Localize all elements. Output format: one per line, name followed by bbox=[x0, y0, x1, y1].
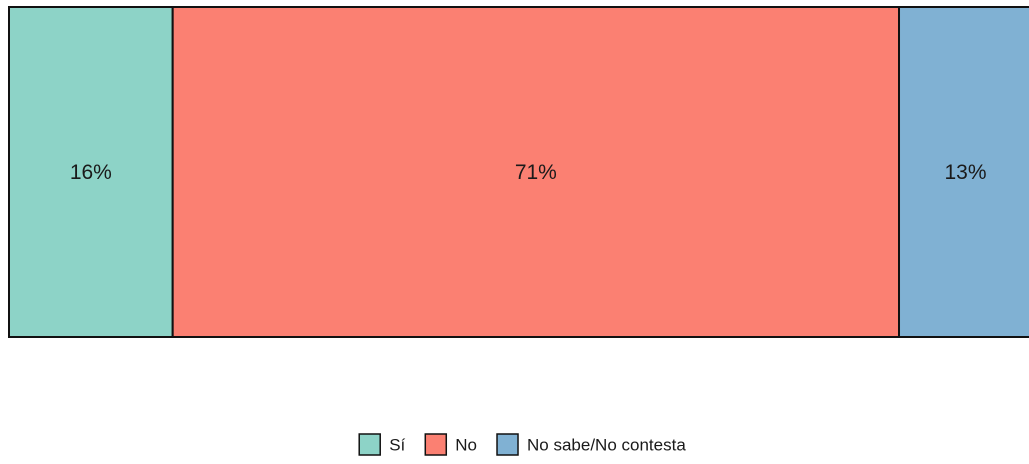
legend-label-1: Sí bbox=[389, 436, 405, 455]
stacked-bar: 16% 71% 13% bbox=[8, 6, 1029, 338]
legend-key-2 bbox=[424, 433, 448, 456]
legend: Sí No No sabe/No contesta bbox=[358, 433, 686, 456]
legend-item-2: No bbox=[424, 433, 477, 456]
legend-label-3: No sabe/No contesta bbox=[527, 436, 686, 455]
legend-label-2: No bbox=[455, 436, 477, 455]
data-label-1: 16% bbox=[70, 161, 112, 184]
legend-item-3: No sabe/No contesta bbox=[496, 433, 686, 456]
bar-segment-1 bbox=[8, 6, 174, 338]
legend-item-1: Sí bbox=[358, 433, 406, 456]
legend-key-3 bbox=[496, 433, 519, 456]
data-label-2: 71% bbox=[515, 161, 557, 184]
data-label-3: 13% bbox=[944, 161, 986, 184]
legend-key-1 bbox=[358, 433, 381, 456]
bar-segment-2 bbox=[171, 6, 901, 338]
bar-segment-3 bbox=[898, 6, 1029, 338]
